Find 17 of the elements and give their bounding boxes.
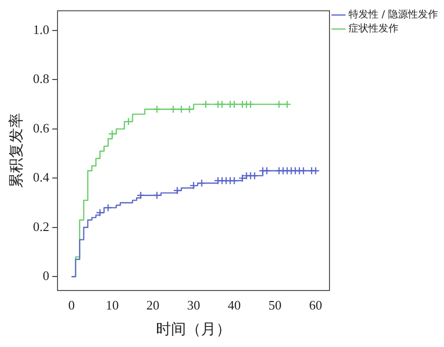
legend-label: 症状性发作 <box>348 22 398 35</box>
y-tick-label: 0.4 <box>33 170 50 185</box>
y-tick-label: 0 <box>42 268 50 284</box>
x-axis-title: 时间（月） <box>156 320 231 338</box>
y-tick-label: 0.6 <box>33 120 50 136</box>
y-tick-label: 0.8 <box>33 71 50 86</box>
y-tick-label: 0.2 <box>33 218 50 234</box>
x-tick-label: 50 <box>268 298 282 313</box>
x-tick-label: 30 <box>187 298 200 313</box>
x-tick-label: 40 <box>228 298 241 313</box>
x-tick-label: 20 <box>146 298 160 313</box>
x-tick-label: 10 <box>106 298 119 313</box>
y-axis-title: 累积复发率 <box>6 113 25 188</box>
x-tick-label: 60 <box>309 298 322 313</box>
y-tick-label: 1.0 <box>33 22 50 37</box>
legend-label: 特发性 / 隐源性发作 <box>348 8 438 21</box>
x-tick-label: 0 <box>68 298 75 313</box>
